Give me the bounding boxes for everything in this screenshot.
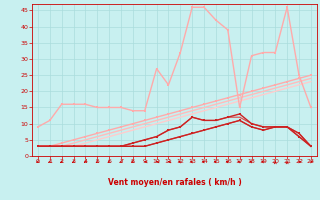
X-axis label: Vent moyen/en rafales ( km/h ): Vent moyen/en rafales ( km/h ) bbox=[108, 178, 241, 187]
